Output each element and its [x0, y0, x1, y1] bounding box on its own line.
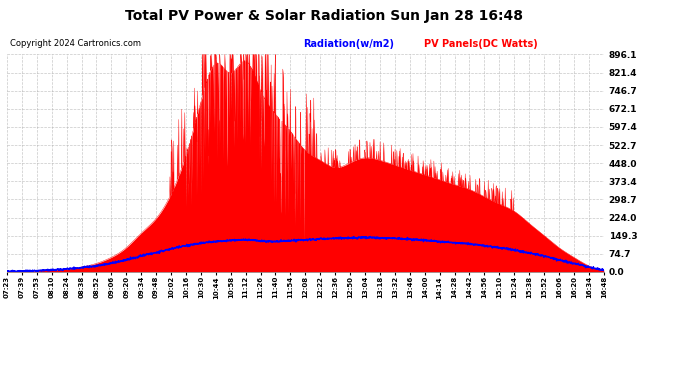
Text: Total PV Power & Solar Radiation Sun Jan 28 16:48: Total PV Power & Solar Radiation Sun Jan… [126, 9, 523, 23]
Text: Radiation(w/m2): Radiation(w/m2) [304, 39, 395, 50]
Text: Copyright 2024 Cartronics.com: Copyright 2024 Cartronics.com [10, 39, 141, 48]
Text: PV Panels(DC Watts): PV Panels(DC Watts) [424, 39, 538, 50]
